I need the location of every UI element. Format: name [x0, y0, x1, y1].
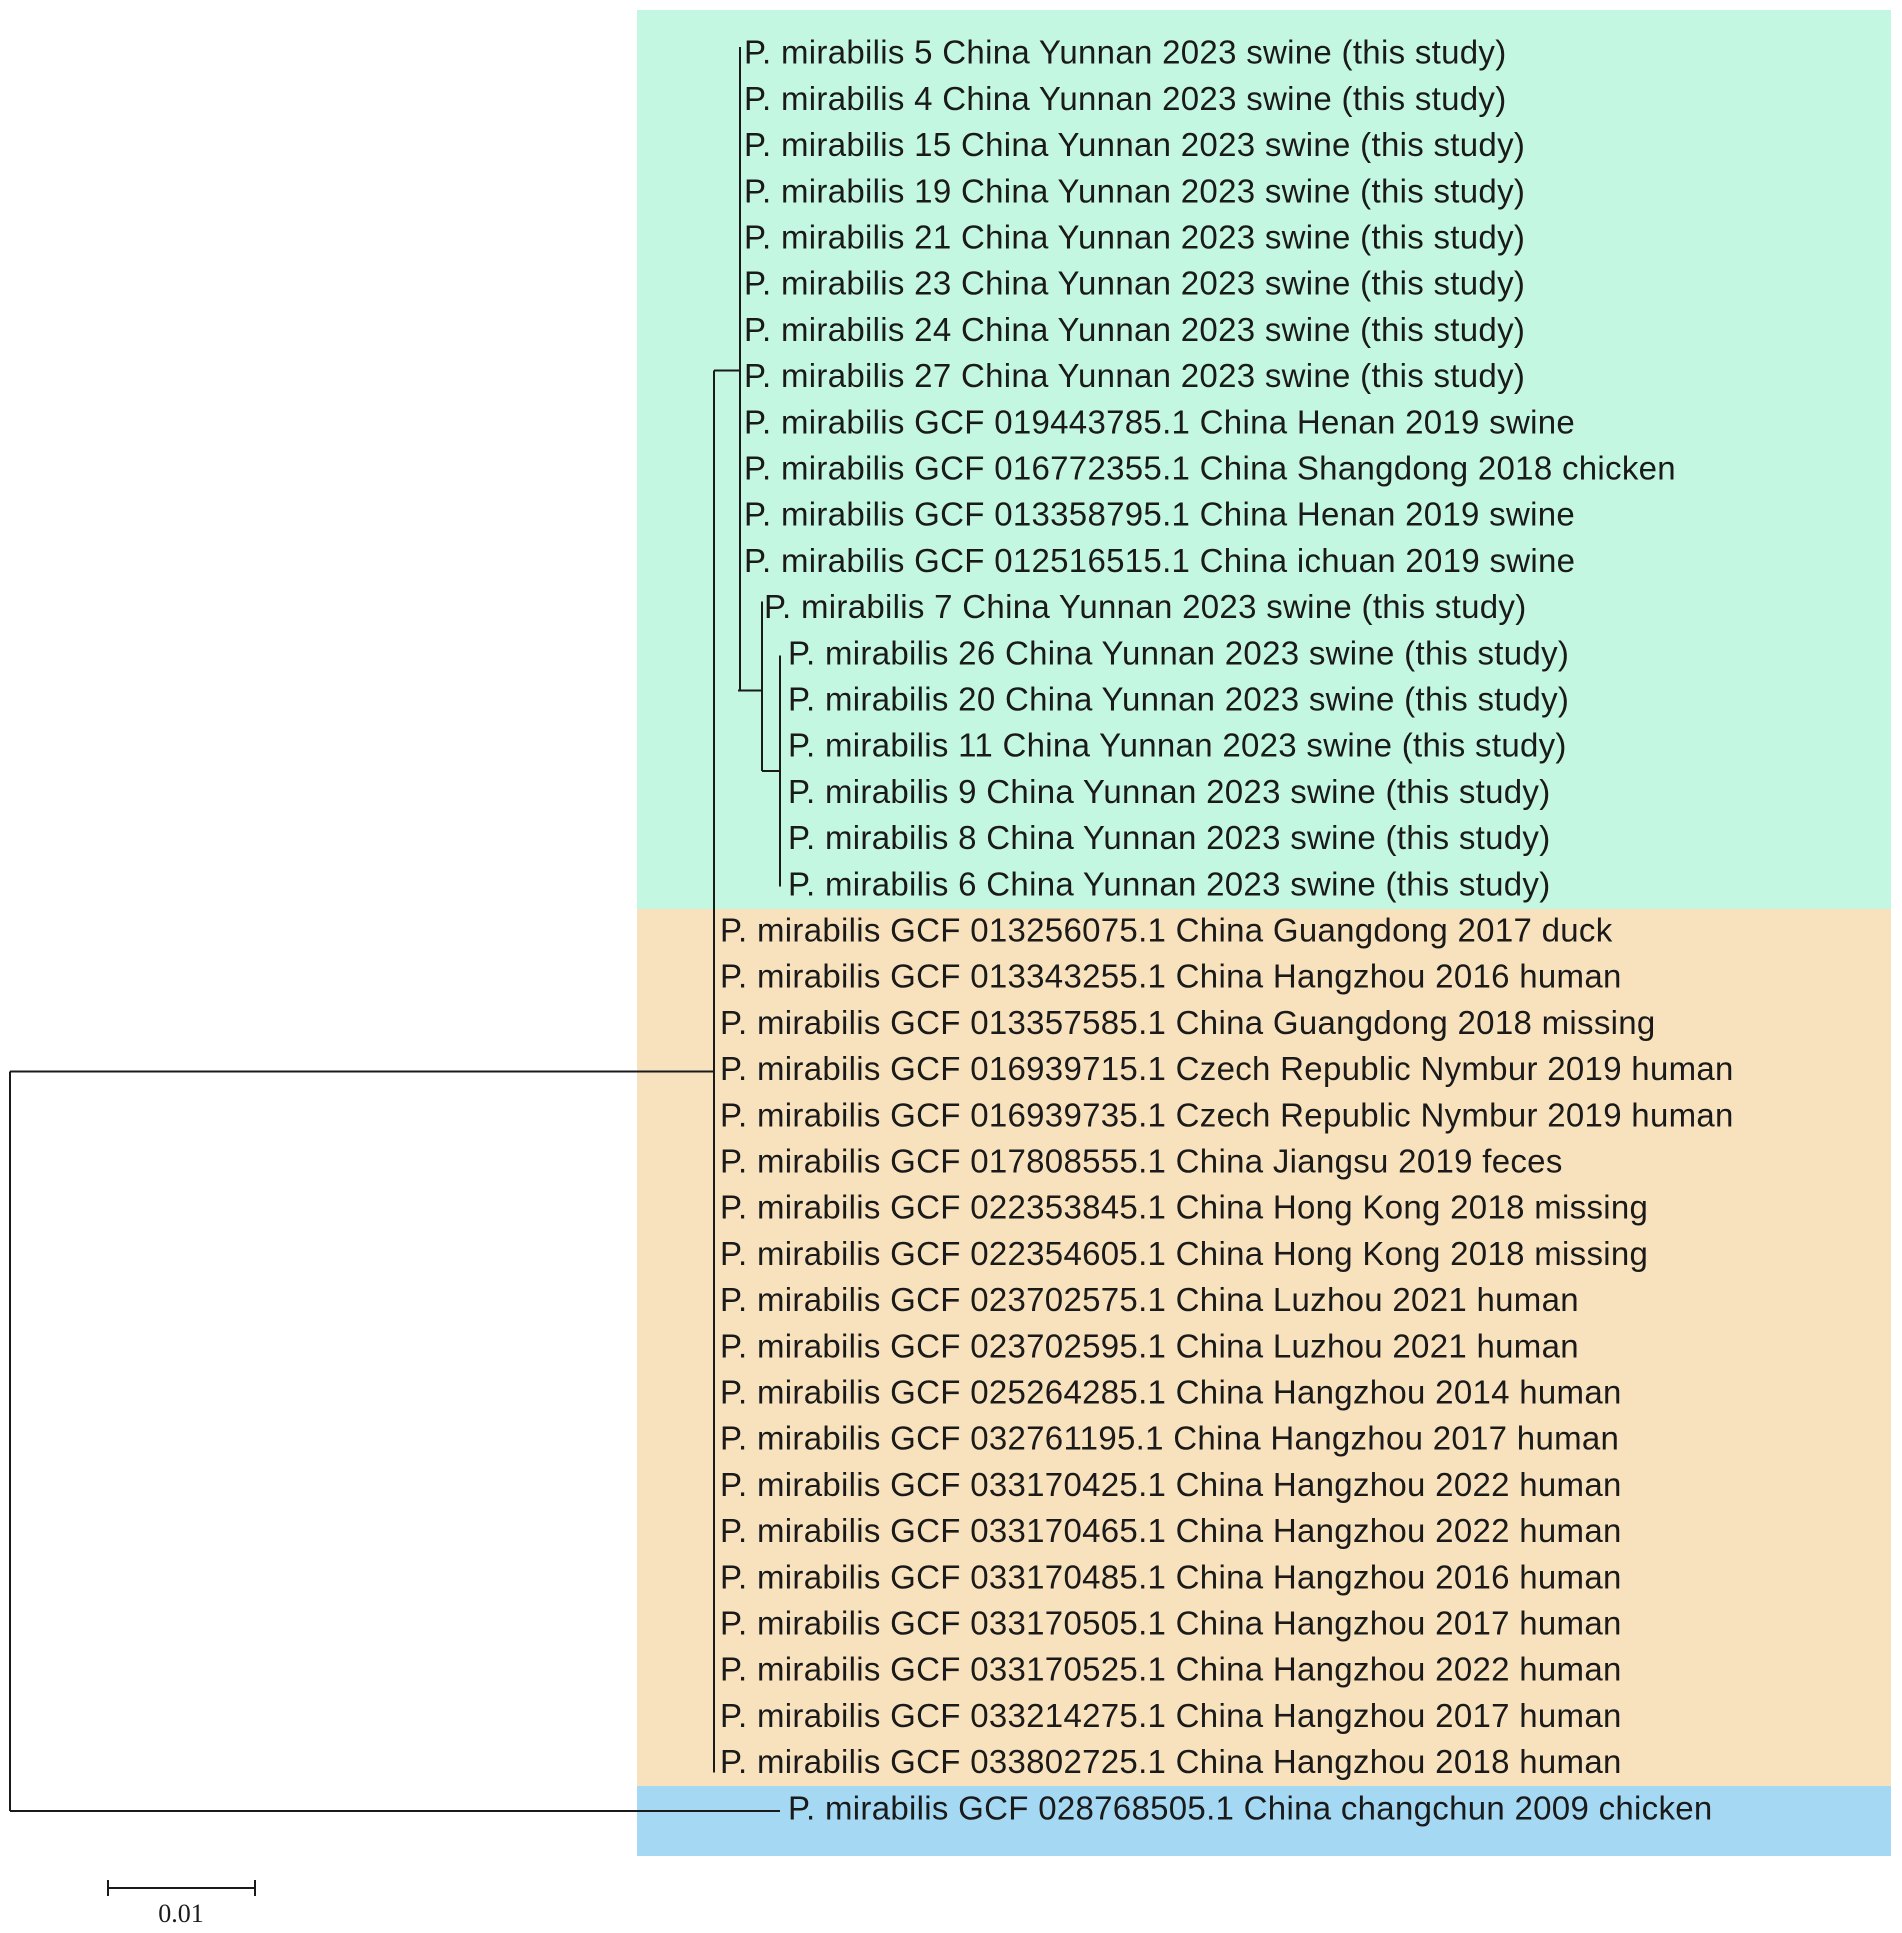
- leaf-label: P. mirabilis GCF 033170465.1 China Hangz…: [720, 1512, 1622, 1549]
- leaf-label: P. mirabilis 26 China Yunnan 2023 swine …: [788, 634, 1569, 671]
- leaf-label: P. mirabilis GCF 033170525.1 China Hangz…: [720, 1651, 1622, 1688]
- clade-backgrounds: [637, 10, 1891, 1856]
- leaf-label: P. mirabilis GCF 022354605.1 China Hong …: [720, 1235, 1648, 1272]
- leaf-label: P. mirabilis GCF 023702575.1 China Luzho…: [720, 1281, 1579, 1318]
- leaf-label: P. mirabilis 23 China Yunnan 2023 swine …: [744, 265, 1525, 302]
- leaf-label: P. mirabilis GCF 033170425.1 China Hangz…: [720, 1466, 1622, 1503]
- clade-background-mixed: [637, 909, 1891, 1786]
- clade-background-yunnan: [637, 10, 1891, 909]
- leaf-label: P. mirabilis GCF 028768505.1 China chang…: [788, 1790, 1713, 1827]
- leaf-label: P. mirabilis 5 China Yunnan 2023 swine (…: [744, 34, 1507, 71]
- leaf-label: P. mirabilis GCF 019443785.1 China Henan…: [744, 403, 1575, 440]
- leaf-label: P. mirabilis GCF 025264285.1 China Hangz…: [720, 1374, 1622, 1411]
- clade-background-outgroup: [637, 1786, 1891, 1856]
- leaf-label: P. mirabilis 8 China Yunnan 2023 swine (…: [788, 819, 1551, 856]
- leaf-label: P. mirabilis GCF 013357585.1 China Guang…: [720, 1004, 1656, 1041]
- leaf-label: P. mirabilis 21 China Yunnan 2023 swine …: [744, 219, 1525, 256]
- leaf-label: P. mirabilis GCF 016939735.1 Czech Repub…: [720, 1096, 1734, 1133]
- leaf-label: P. mirabilis GCF 033802725.1 China Hangz…: [720, 1743, 1622, 1780]
- leaf-label: P. mirabilis GCF 033214275.1 China Hangz…: [720, 1697, 1622, 1734]
- leaf-label: P. mirabilis GCF 033170505.1 China Hangz…: [720, 1605, 1622, 1642]
- leaf-labels: P. mirabilis 5 China Yunnan 2023 swine (…: [720, 34, 1734, 1827]
- leaf-label: P. mirabilis 24 China Yunnan 2023 swine …: [744, 311, 1525, 348]
- leaf-label: P. mirabilis GCF 016939715.1 Czech Repub…: [720, 1050, 1734, 1087]
- tree-branches: [9, 47, 781, 1812]
- leaf-label: P. mirabilis GCF 013358795.1 China Henan…: [744, 496, 1575, 533]
- leaf-label: P. mirabilis GCF 013343255.1 China Hangz…: [720, 958, 1622, 995]
- leaf-label: P. mirabilis 19 China Yunnan 2023 swine …: [744, 172, 1525, 209]
- scale-bar-label: 0.01: [158, 1899, 204, 1928]
- leaf-label: P. mirabilis GCF 033170485.1 China Hangz…: [720, 1558, 1622, 1595]
- leaf-label: P. mirabilis 27 China Yunnan 2023 swine …: [744, 357, 1525, 394]
- leaf-label: P. mirabilis GCF 022353845.1 China Hong …: [720, 1189, 1648, 1226]
- leaf-label: P. mirabilis 15 China Yunnan 2023 swine …: [744, 126, 1525, 163]
- leaf-label: P. mirabilis 7 China Yunnan 2023 swine (…: [764, 588, 1527, 625]
- leaf-label: P. mirabilis 20 China Yunnan 2023 swine …: [788, 681, 1569, 718]
- leaf-label: P. mirabilis GCF 017808555.1 China Jiang…: [720, 1143, 1563, 1180]
- leaf-label: P. mirabilis GCF 023702595.1 China Luzho…: [720, 1327, 1579, 1364]
- leaf-label: P. mirabilis GCF 013256075.1 China Guang…: [720, 912, 1613, 949]
- leaf-label: P. mirabilis GCF 016772355.1 China Shang…: [744, 450, 1676, 487]
- leaf-label: P. mirabilis 11 China Yunnan 2023 swine …: [788, 727, 1567, 764]
- leaf-label: P. mirabilis 4 China Yunnan 2023 swine (…: [744, 80, 1507, 117]
- leaf-label: P. mirabilis GCF 032761195.1 China Hangz…: [720, 1420, 1619, 1457]
- leaf-label: P. mirabilis 9 China Yunnan 2023 swine (…: [788, 773, 1551, 810]
- scale-bar: 0.01: [107, 1880, 256, 1928]
- leaf-label: P. mirabilis GCF 012516515.1 China ichua…: [744, 542, 1575, 579]
- leaf-label: P. mirabilis 6 China Yunnan 2023 swine (…: [788, 865, 1551, 902]
